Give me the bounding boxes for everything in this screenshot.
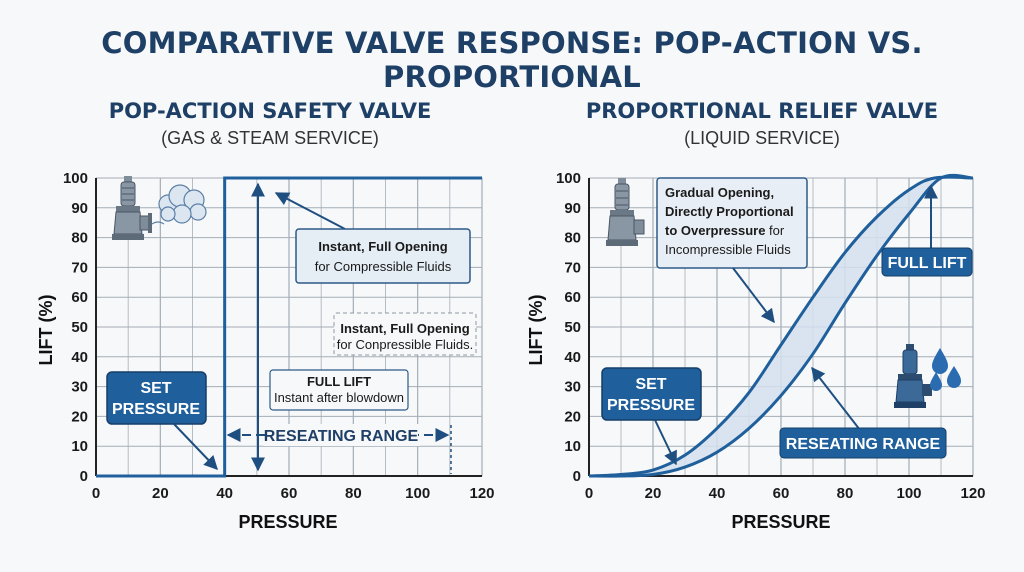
y-tick-label: 40 (564, 349, 581, 366)
y-tick-label: 80 (564, 230, 581, 247)
liquid-drops-icon (894, 344, 961, 408)
x-tick-label: 120 (469, 485, 494, 502)
y-tick-label: 90 (71, 200, 88, 217)
proportional-y-label: LIFT (%) (526, 295, 546, 366)
set-pressure-left-line2: PRESSURE (112, 401, 200, 418)
x-tick-label: 20 (152, 485, 169, 502)
gradual-line3-bold: to Overpressure (665, 223, 765, 238)
set-pressure-left-line1: SET (140, 380, 171, 397)
instant-opening-bold: Instant, Full Opening (318, 239, 447, 254)
pop-action-curve (96, 176, 482, 478)
set-pressure-left-arrow (173, 423, 218, 471)
full-lift-callout-bold: FULL LIFT (307, 374, 371, 389)
set-pressure-right-line1: SET (635, 376, 666, 393)
y-tick-label: 100 (556, 170, 581, 187)
proportional-y-ticks: 0 10 20 30 40 50 60 70 80 90 100 (556, 170, 581, 485)
instant-opening-text: for Compressible Fluids (315, 259, 452, 274)
y-tick-label: 70 (71, 259, 88, 276)
y-tick-label: 0 (80, 468, 88, 485)
proportional-opening-curve (588, 175, 974, 478)
instant-opening-arrow (274, 192, 346, 230)
y-tick-label: 100 (63, 170, 88, 187)
instant-opening-callout: Instant, Full Opening for Compressible F… (274, 192, 471, 284)
set-pressure-badge-right: SET PRESSURE (601, 367, 702, 466)
reseating-range-left-label: RESEATING RANGE (264, 428, 419, 445)
proportional-x-ticks: 0 20 40 60 80 100 120 (585, 485, 986, 502)
x-tick-label: 0 (92, 485, 100, 502)
proportional-subtitle: (LIQUID SERVICE) (684, 128, 840, 148)
y-tick-label: 50 (564, 319, 581, 336)
gradual-line3: to Overpressure for (665, 223, 785, 238)
gradual-line3-rest: for (765, 223, 784, 238)
pop-action-title: POP-ACTION SAFETY VALVE (109, 99, 432, 123)
y-tick-label: 30 (564, 379, 581, 396)
x-tick-label: 0 (585, 485, 593, 502)
proportional-chart: PROPORTIONAL RELIEF VALVE (LIQUID SERVIC… (526, 99, 986, 532)
y-tick-label: 80 (71, 230, 88, 247)
x-tick-label: 80 (837, 485, 854, 502)
gradual-opening-callout: Gradual Opening, Directly Proportional t… (656, 177, 808, 324)
set-pressure-badge-left: SET PRESSURE (106, 371, 218, 471)
full-lift-badge: FULL LIFT (881, 184, 973, 277)
x-tick-label: 60 (281, 485, 298, 502)
x-tick-label: 100 (896, 485, 921, 502)
x-tick-label: 80 (345, 485, 362, 502)
y-tick-label: 20 (71, 408, 88, 425)
x-tick-label: 20 (645, 485, 662, 502)
pop-action-subtitle: (GAS & STEAM SERVICE) (161, 128, 379, 148)
pop-action-y-label: LIFT (%) (36, 295, 56, 366)
reseating-range-left: RESEATING RANGE (226, 424, 452, 474)
y-tick-label: 60 (71, 289, 88, 306)
x-tick-label: 120 (960, 485, 985, 502)
full-lift-right-label: FULL LIFT (888, 255, 967, 272)
safety-valve-with-steam-cloud-icon (112, 176, 207, 240)
reseating-range-badge-right: RESEATING RANGE (779, 366, 947, 459)
gradual-line1: Gradual Opening, (665, 185, 774, 200)
set-pressure-right-arrow (654, 419, 677, 466)
reseating-range-right-arrow (811, 366, 861, 431)
y-tick-label: 10 (71, 438, 88, 455)
y-tick-label: 40 (71, 349, 88, 366)
set-pressure-right-line2: PRESSURE (607, 397, 695, 414)
proportional-band (589, 178, 973, 476)
y-tick-label: 20 (564, 408, 581, 425)
full-lift-callout: FULL LIFT Instant after blowdown (269, 369, 409, 411)
proportional-reseating-curve (588, 173, 974, 478)
y-tick-label: 50 (71, 319, 88, 336)
proportional-x-label: PRESSURE (731, 512, 830, 532)
proportional-title: PROPORTIONAL RELIEF VALVE (586, 99, 938, 123)
gradual-line2: Directly Proportional (665, 204, 794, 219)
y-tick-label: 10 (564, 438, 581, 455)
y-tick-label: 60 (564, 289, 581, 306)
x-tick-label: 100 (405, 485, 430, 502)
relief-valve-icon (606, 178, 645, 246)
x-tick-label: 60 (773, 485, 790, 502)
y-tick-label: 30 (71, 379, 88, 396)
gradual-line4: Incompressible Fluids (665, 242, 791, 257)
full-lift-callout-text: Instant after blowdown (274, 390, 404, 405)
x-tick-label: 40 (709, 485, 726, 502)
main-title: COMPARATIVE VALVE RESPONSE: POP-ACTION V… (101, 26, 923, 94)
y-tick-label: 70 (564, 259, 581, 276)
pop-action-y-ticks: 0 10 20 30 40 50 60 70 80 90 100 (63, 170, 88, 485)
instant-opening-small-callout: Instant, Full Opening for Conpressible F… (333, 312, 477, 356)
reseating-range-right-label: RESEATING RANGE (786, 436, 941, 453)
instant-opening-small-text: for Conpressible Fluids. (337, 337, 474, 352)
pop-action-x-label: PRESSURE (238, 512, 337, 532)
x-tick-label: 40 (216, 485, 233, 502)
gradual-opening-arrow (732, 267, 775, 324)
pop-action-chart: POP-ACTION SAFETY VALVE (GAS & STEAM SER… (36, 99, 495, 532)
instant-opening-small-bold: Instant, Full Opening (340, 321, 469, 336)
pop-action-x-ticks: 0 20 40 60 80 100 120 (92, 485, 495, 502)
y-tick-label: 0 (573, 468, 581, 485)
y-tick-label: 90 (564, 200, 581, 217)
